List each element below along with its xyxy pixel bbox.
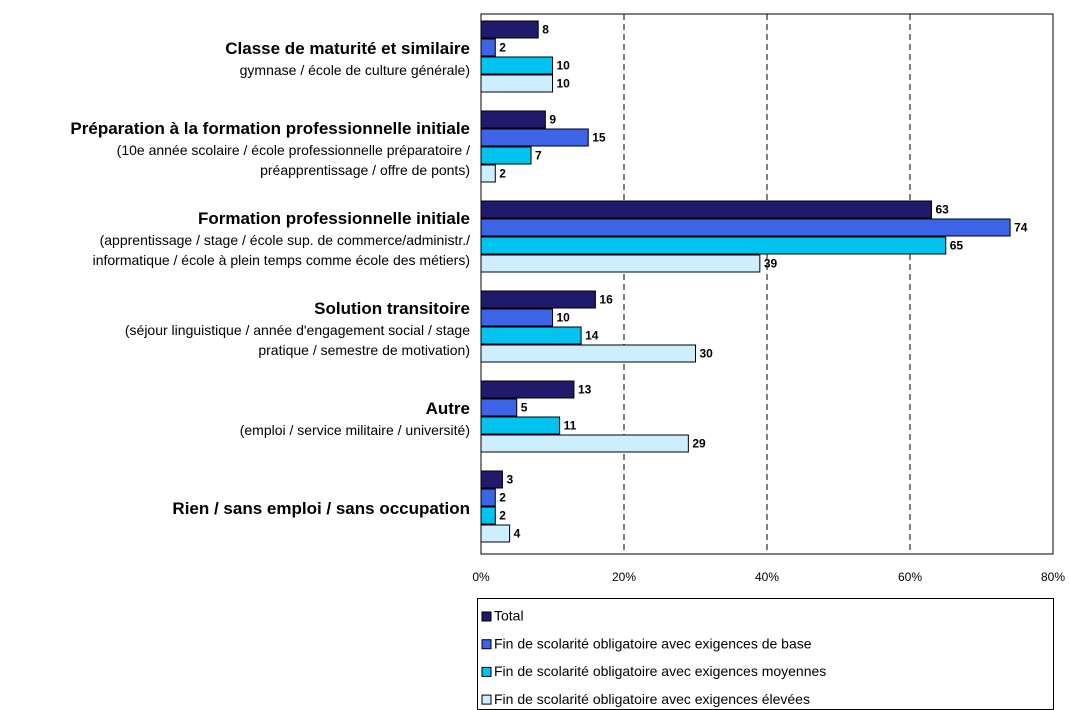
category-label-group: Autre (emploi / service militaire / unive… <box>0 374 470 464</box>
data-label: 5 <box>521 401 528 415</box>
bar <box>480 146 532 165</box>
legend-label: Fin de scolarité obligatoire avec exigen… <box>494 663 826 679</box>
legend-label: Fin de scolarité obligatoire avec exigen… <box>494 691 810 707</box>
data-label: 15 <box>592 131 606 145</box>
bar <box>480 128 589 147</box>
data-label: 8 <box>542 23 549 37</box>
data-label: 2 <box>499 491 506 505</box>
legend-swatch <box>481 694 492 705</box>
bar <box>480 56 553 75</box>
bar <box>480 416 561 435</box>
data-label: 9 <box>549 113 556 127</box>
category-label-group: Classe de maturité et similaire gymnase /… <box>0 14 470 104</box>
x-tick-label: 40% <box>755 570 779 584</box>
data-label: 4 <box>514 527 521 541</box>
bar <box>480 254 761 273</box>
data-label: 11 <box>564 419 577 433</box>
bar <box>480 506 496 525</box>
category-label-group: Solution transitoire (séjour linguistique… <box>0 284 470 374</box>
category-label: Formation professionnelle initiale <box>197 209 470 228</box>
data-label: 10 <box>557 59 571 73</box>
bar <box>480 488 496 507</box>
data-label: 2 <box>499 167 506 181</box>
category-label: Solution transitoire <box>314 299 470 318</box>
data-label: 14 <box>585 329 599 343</box>
data-label: 39 <box>764 257 778 271</box>
category-label: Rien / sans emploi / sans occupation <box>172 499 470 518</box>
bar <box>480 74 553 93</box>
bar <box>480 236 947 255</box>
x-tick-label: 80% <box>1041 570 1065 584</box>
category-label: Préparation à la formation professionnel… <box>70 119 470 138</box>
category-note: pratique / semestre de motivation) <box>258 342 470 358</box>
category-note: (10e année scolaire / école professionne… <box>116 142 470 158</box>
data-label: 2 <box>499 41 506 55</box>
category-note: (apprentissage / stage / école sup. de c… <box>99 232 470 248</box>
category-label-group: Préparation à la formation professionnel… <box>0 104 470 194</box>
legend-label: Fin de scolarité obligatoire avec exigen… <box>494 635 812 651</box>
legend-swatch <box>481 639 492 650</box>
bar <box>480 290 596 309</box>
bar <box>480 380 575 399</box>
data-label: 16 <box>599 293 613 307</box>
data-label: 10 <box>557 311 571 325</box>
category-label: Classe de maturité et similaire <box>225 39 470 58</box>
category-note: gymnase / école de culture générale) <box>239 62 470 78</box>
bar <box>480 164 496 183</box>
bar <box>480 344 696 363</box>
bar <box>480 398 518 417</box>
category-label-group: Rien / sans emploi / sans occupation <box>0 464 470 554</box>
data-label: 10 <box>557 77 571 91</box>
legend-label: Total <box>494 608 524 624</box>
x-tick-label: 0% <box>472 570 490 584</box>
category-label-group: Formation professionnelle initiale (appre… <box>0 194 470 284</box>
category-note: (emploi / service militaire / université… <box>239 422 470 438</box>
data-label: 63 <box>935 203 949 217</box>
data-label: 74 <box>1014 221 1028 235</box>
data-label: 30 <box>700 347 714 361</box>
bar <box>480 38 496 57</box>
category-note: informatique / école à plein temps comme… <box>92 252 470 268</box>
data-label: 3 <box>506 473 513 487</box>
data-label: 65 <box>950 239 964 253</box>
bar <box>480 434 689 453</box>
legend-swatch <box>481 611 492 622</box>
bar <box>480 470 503 489</box>
x-tick-label: 60% <box>898 570 922 584</box>
data-label: 13 <box>578 383 592 397</box>
bar <box>480 308 553 327</box>
bar <box>480 524 511 543</box>
bar <box>480 200 932 219</box>
bar <box>480 110 546 129</box>
x-tick-label: 20% <box>612 570 636 584</box>
legend-box <box>477 598 1054 710</box>
bar <box>480 218 1011 237</box>
data-label: 29 <box>692 437 706 451</box>
bar <box>480 20 539 39</box>
bar <box>480 326 582 345</box>
category-label: Autre <box>425 399 470 418</box>
category-note: (séjour linguistique / année d'engagemen… <box>124 322 470 338</box>
data-label: 2 <box>499 509 506 523</box>
legend-swatch <box>481 666 492 677</box>
data-label: 7 <box>535 149 542 163</box>
category-note: préapprentissage / offre de ponts) <box>260 162 470 178</box>
